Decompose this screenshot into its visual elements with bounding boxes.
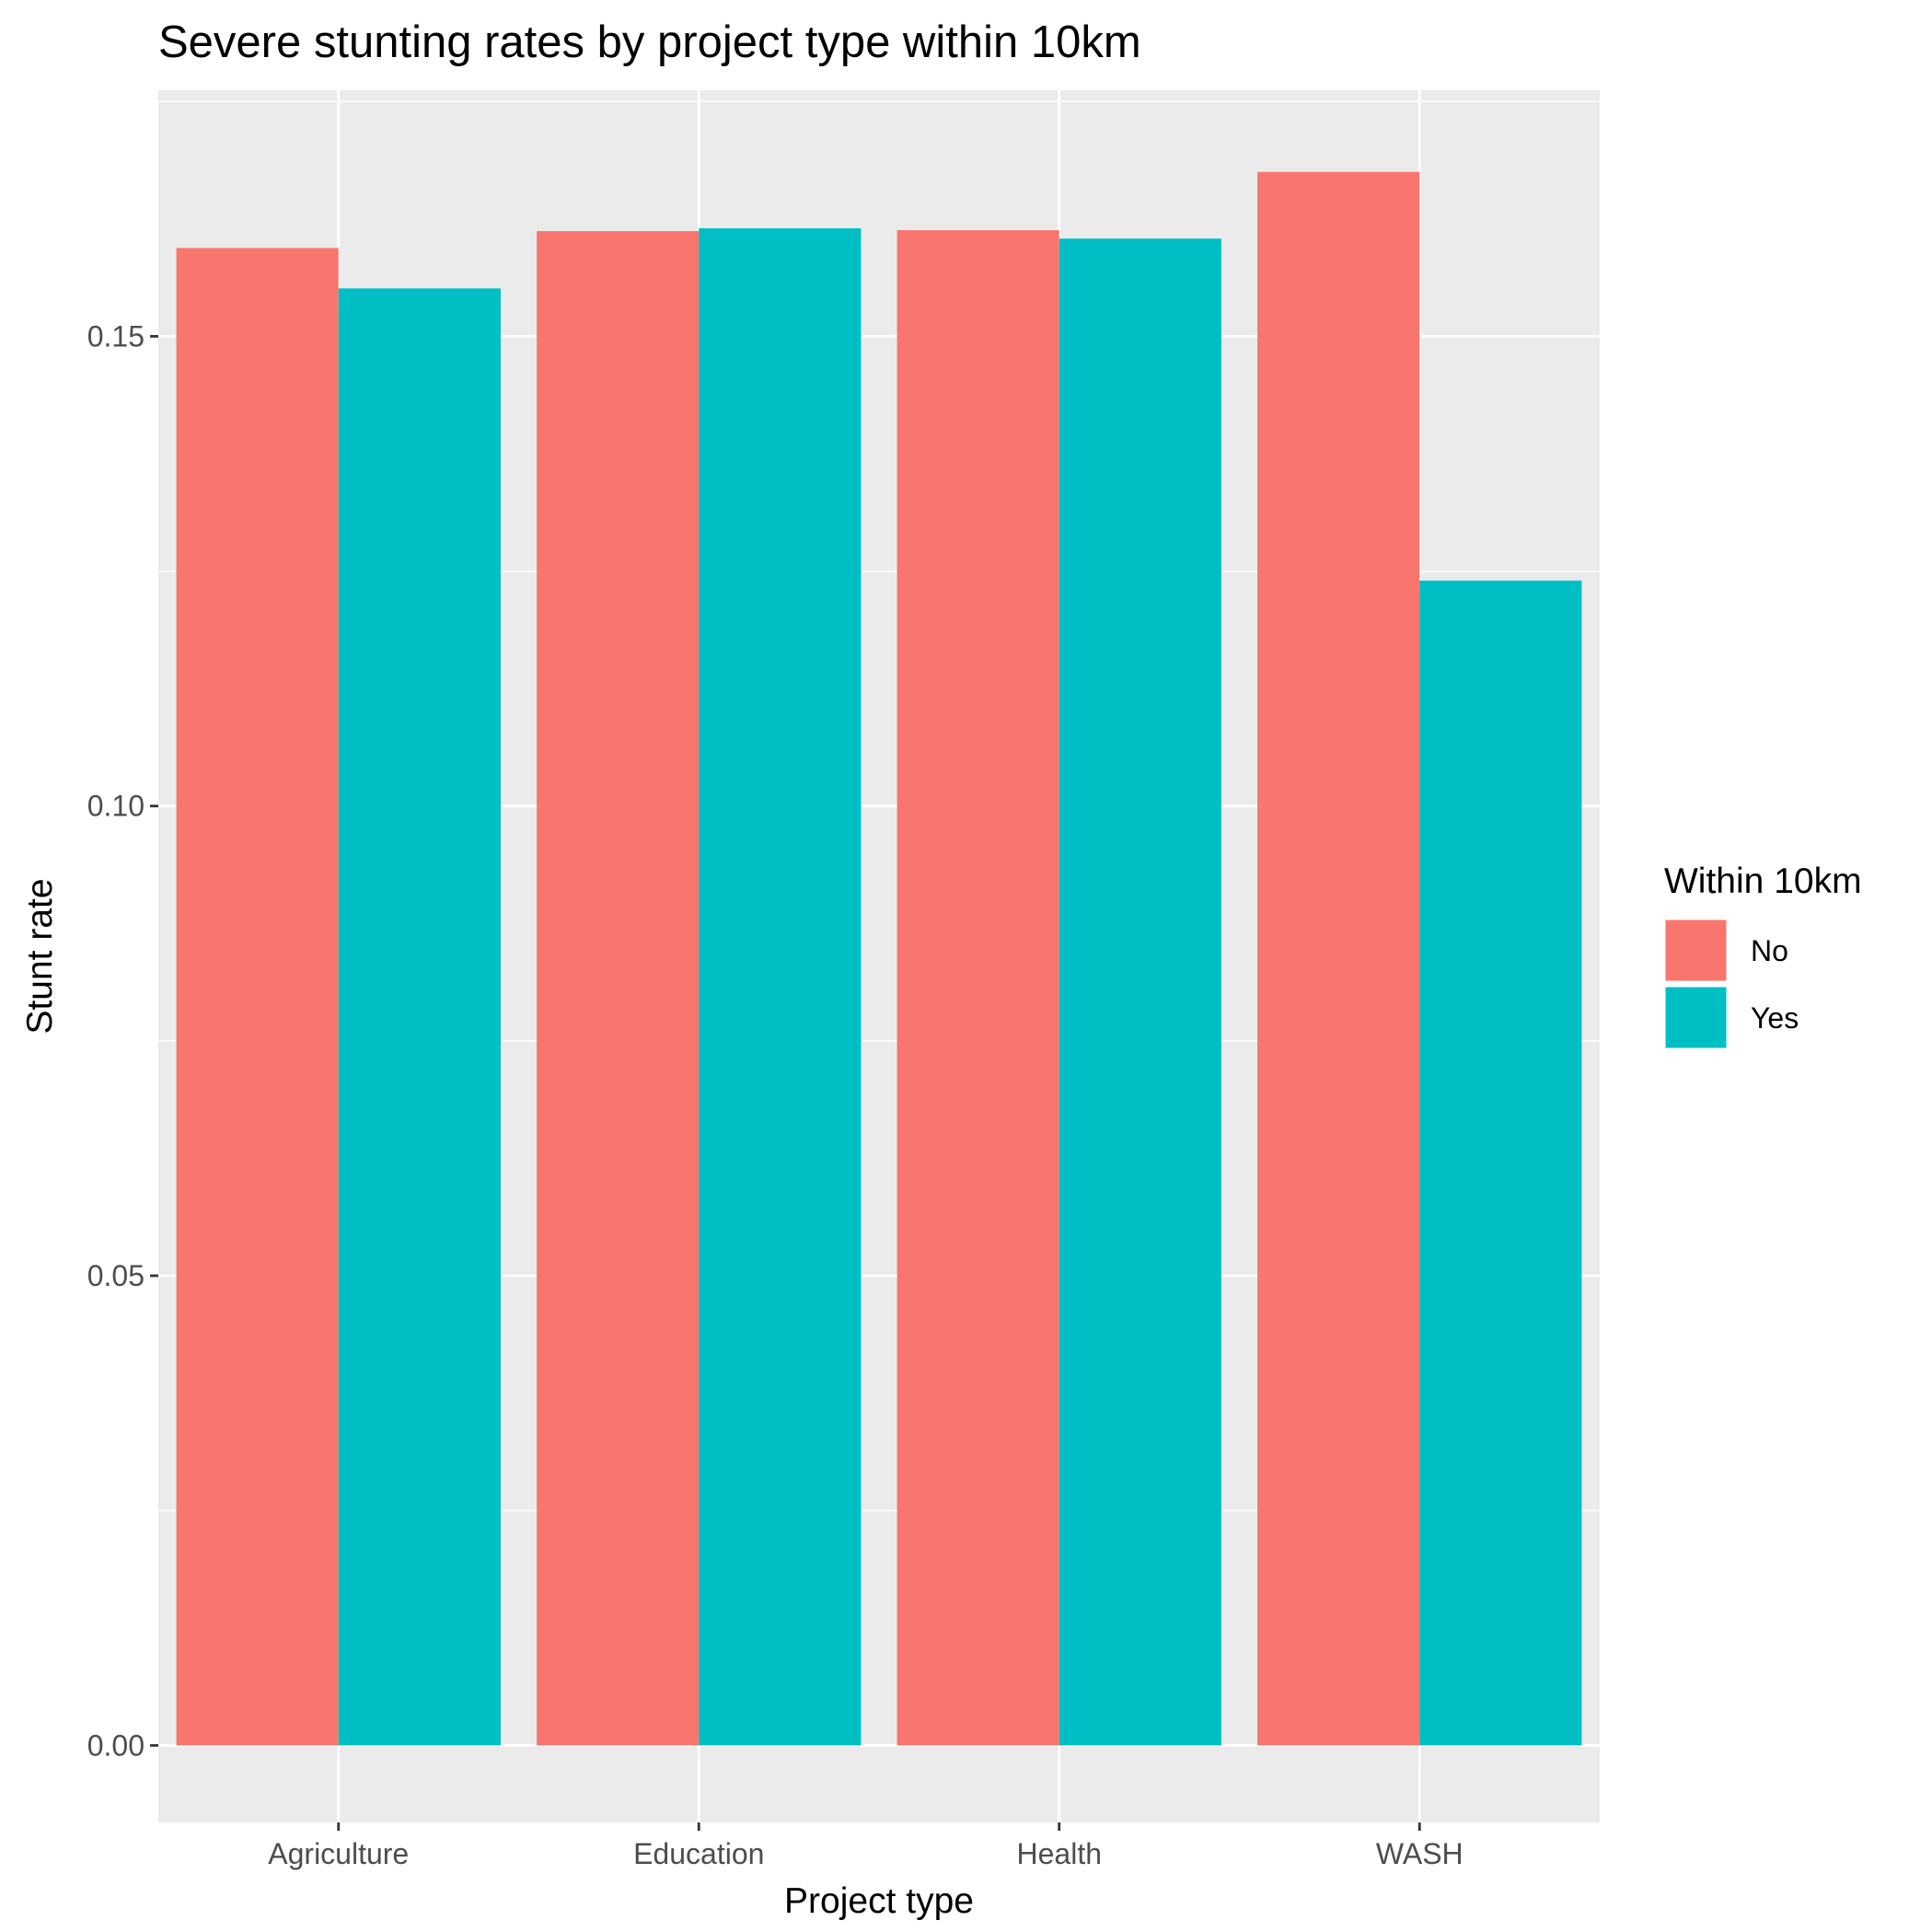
y-axis-title: Stunt rate xyxy=(20,878,60,1034)
x-tick-label: Health xyxy=(1017,1837,1103,1870)
legend-key-yes xyxy=(1662,984,1730,1051)
legend-items: No Yes xyxy=(1662,917,1799,1051)
y-tick-label: 0.00 xyxy=(87,1729,145,1762)
chart-title: Severe stunting rates by project type wi… xyxy=(158,17,1141,67)
x-axis-title: Project type xyxy=(784,1881,974,1921)
y-axis: 0.00 0.05 0.10 0.15 xyxy=(87,319,158,1762)
x-tick-label: Education xyxy=(633,1837,764,1870)
bar-no-education xyxy=(537,231,700,1746)
bar-no-health xyxy=(897,230,1059,1746)
x-tick-label: Agriculture xyxy=(268,1837,409,1870)
y-tick-label: 0.15 xyxy=(87,319,145,353)
bar-yes-education xyxy=(699,228,862,1746)
legend-label-no: No xyxy=(1751,934,1788,967)
bar-no-wash xyxy=(1257,171,1420,1746)
bar-no-agriculture xyxy=(176,248,339,1746)
bar-yes-agriculture xyxy=(338,288,501,1746)
x-axis: Agriculture Education Health WASH xyxy=(268,1822,1463,1870)
y-tick-label: 0.05 xyxy=(87,1259,145,1292)
legend-key-no xyxy=(1662,917,1730,984)
bar-yes-health xyxy=(1059,238,1221,1746)
x-tick-label: WASH xyxy=(1376,1837,1463,1870)
y-tick-label: 0.10 xyxy=(87,790,145,823)
legend: Within 10km No Yes xyxy=(1662,862,1862,1051)
bar-yes-wash xyxy=(1419,580,1582,1746)
bars xyxy=(176,171,1582,1746)
legend-title: Within 10km xyxy=(1664,862,1862,901)
legend-label-yes: Yes xyxy=(1751,1001,1799,1035)
